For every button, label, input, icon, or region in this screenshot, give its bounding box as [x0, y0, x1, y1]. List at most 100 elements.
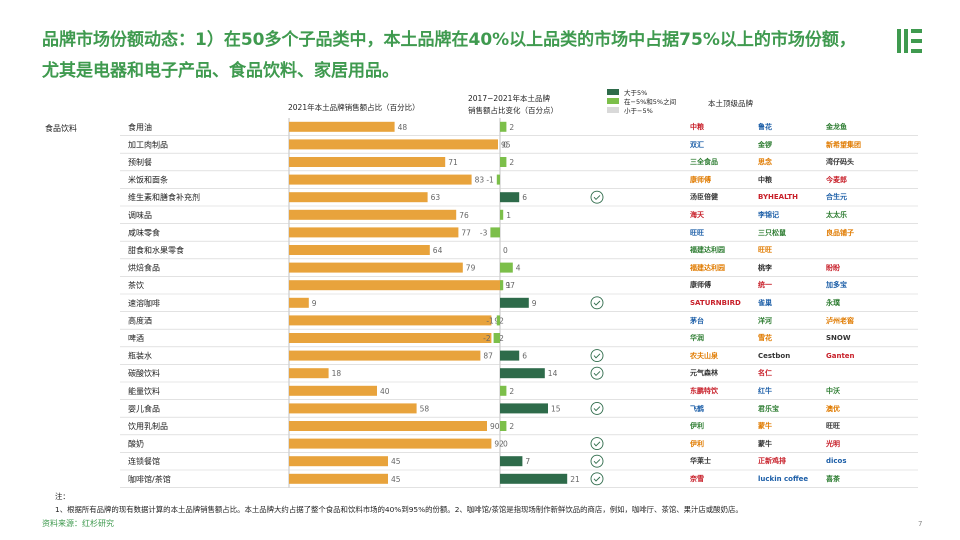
share-bar [289, 368, 329, 379]
share-value: 83 [475, 176, 485, 185]
brand-logo: Cestbon [758, 351, 791, 360]
brand-logo: 喜茶 [826, 475, 840, 483]
change-bar [500, 368, 545, 379]
category-label: 酸奶 [128, 439, 144, 449]
check-icon [590, 454, 604, 468]
brand-logo: 雪花 [758, 334, 772, 343]
legend-swatch [607, 98, 619, 104]
brand-logo: 中粮 [690, 123, 704, 131]
change-bar [500, 192, 520, 203]
brand-logo: 福建达利园 [690, 263, 725, 272]
brands-header: 本土顶级品牌 [708, 98, 753, 108]
brand-logo: 桃李 [758, 263, 772, 272]
brand-row: 福建达利园 桃李 盼盼 [688, 261, 918, 274]
change-bar [496, 315, 500, 326]
share-value: 76 [459, 211, 469, 220]
brand-row: 茅台 洋河 泸州老窖 [688, 314, 918, 327]
brand-logo: 正新鸡排 [758, 457, 786, 466]
brand-logo: 华莱士 [690, 457, 711, 466]
legend-label: 小于−5% [624, 106, 653, 115]
brand-row: 东鹏特饮 红牛 中沃 [688, 384, 918, 397]
change-value: 2 [509, 123, 514, 132]
brand-row: 康师傅 中粮 今麦郎 [688, 173, 918, 186]
brand-row: SATURNBIRD 雀巢 永璞 [688, 296, 918, 309]
category-label: 能量饮料 [128, 386, 160, 396]
check-mark-icon [593, 441, 601, 447]
share-bar [289, 209, 457, 220]
check-mark-icon [593, 371, 601, 377]
check-mark-icon [593, 406, 601, 412]
brand-logo: 旺旺 [690, 228, 704, 237]
share-bar [289, 473, 388, 484]
brand-logo: 华润 [690, 334, 704, 343]
share-bar [289, 438, 492, 449]
brand-row: 三全食品 思念 湾仔码头 [688, 155, 918, 168]
share-bar [289, 385, 377, 396]
brand-logo: 澳优 [826, 404, 840, 413]
check-icon [590, 349, 604, 363]
brand-logo: 新希望集团 [826, 140, 861, 149]
change-value: 6 [522, 193, 527, 202]
brand-logo: 李锦记 [758, 211, 779, 219]
share-value: 45 [391, 475, 401, 484]
change-value: 2 [509, 158, 514, 167]
brand-logo: 盼盼 [826, 263, 840, 272]
share-bar [289, 421, 487, 431]
check-icon [590, 472, 604, 486]
brand-logo: 农夫山泉 [690, 351, 718, 360]
change-value: 9 [532, 299, 537, 308]
category-label: 烘焙食品 [128, 263, 160, 273]
category-label: 速溶咖啡 [128, 298, 160, 308]
share-bar [289, 262, 463, 273]
brand-row: 华莱士 正新鸡排 dicos [688, 454, 918, 467]
change-value: 0 [503, 246, 508, 255]
category-label: 咖啡馆/茶馆 [128, 474, 171, 484]
share-bar [289, 245, 430, 255]
category-label: 米饭和面条 [128, 175, 168, 185]
share-value: 63 [431, 193, 441, 202]
change-bar [490, 227, 500, 238]
brand-logo: 良品铺子 [826, 228, 854, 237]
share-bar [289, 456, 388, 467]
change-bar [500, 403, 548, 414]
share-bar [289, 227, 459, 238]
brand-logo: 泸州老窖 [826, 316, 854, 325]
change-value: 14 [548, 369, 558, 378]
share-value: 92 [494, 440, 504, 449]
legend-swatch [607, 107, 619, 113]
source-text: 资料来源：红杉研究 [42, 519, 114, 528]
check-icon [590, 296, 604, 310]
change-value: 2 [509, 387, 514, 396]
brand-logo: 飞鹤 [690, 404, 704, 413]
brand-logo: BYHEALTH [758, 193, 799, 202]
brand-logo: 茅台 [690, 316, 704, 325]
share-value: 45 [391, 457, 401, 466]
category-label: 饮用乳制品 [128, 421, 168, 431]
category-label: 高度酒 [128, 315, 152, 325]
brand-logo: 加多宝 [826, 281, 847, 290]
check-mark-icon [593, 459, 601, 465]
brand-logo: luckin coffee [758, 475, 809, 483]
brand-logo: Ganten [826, 351, 855, 360]
page-title: 品牌市场份额动态：1）在50多个子品类中，本土品牌在40%以上品类的市场中占据7… [42, 30, 856, 81]
change-bar [500, 421, 507, 431]
brand-row: 海天 李锦记 太太乐 [688, 208, 918, 221]
check-mark-icon [593, 353, 601, 359]
brand-logo: 思念 [758, 158, 772, 167]
brand-logo: 旺旺 [826, 422, 840, 431]
brand-logo: SATURNBIRD [690, 299, 741, 307]
brand-logo: 东鹏特饮 [690, 387, 718, 395]
share-value: 40 [380, 387, 390, 396]
category-label: 瓶装水 [128, 351, 152, 361]
brand-logo: 伊利 [690, 422, 704, 431]
brand-row: 康师傅 统一 加多宝 [688, 278, 918, 291]
brand-logo: 康师傅 [690, 175, 711, 184]
brand-row: 伊利 蒙牛 旺旺 [688, 419, 918, 432]
group-label: 食品饮料 [45, 123, 77, 133]
change-value: 2 [509, 422, 514, 431]
change-value: 7 [525, 457, 530, 466]
brand-row: 旺旺 三只松鼠 良品铺子 [688, 226, 918, 239]
change-bar [500, 121, 507, 132]
